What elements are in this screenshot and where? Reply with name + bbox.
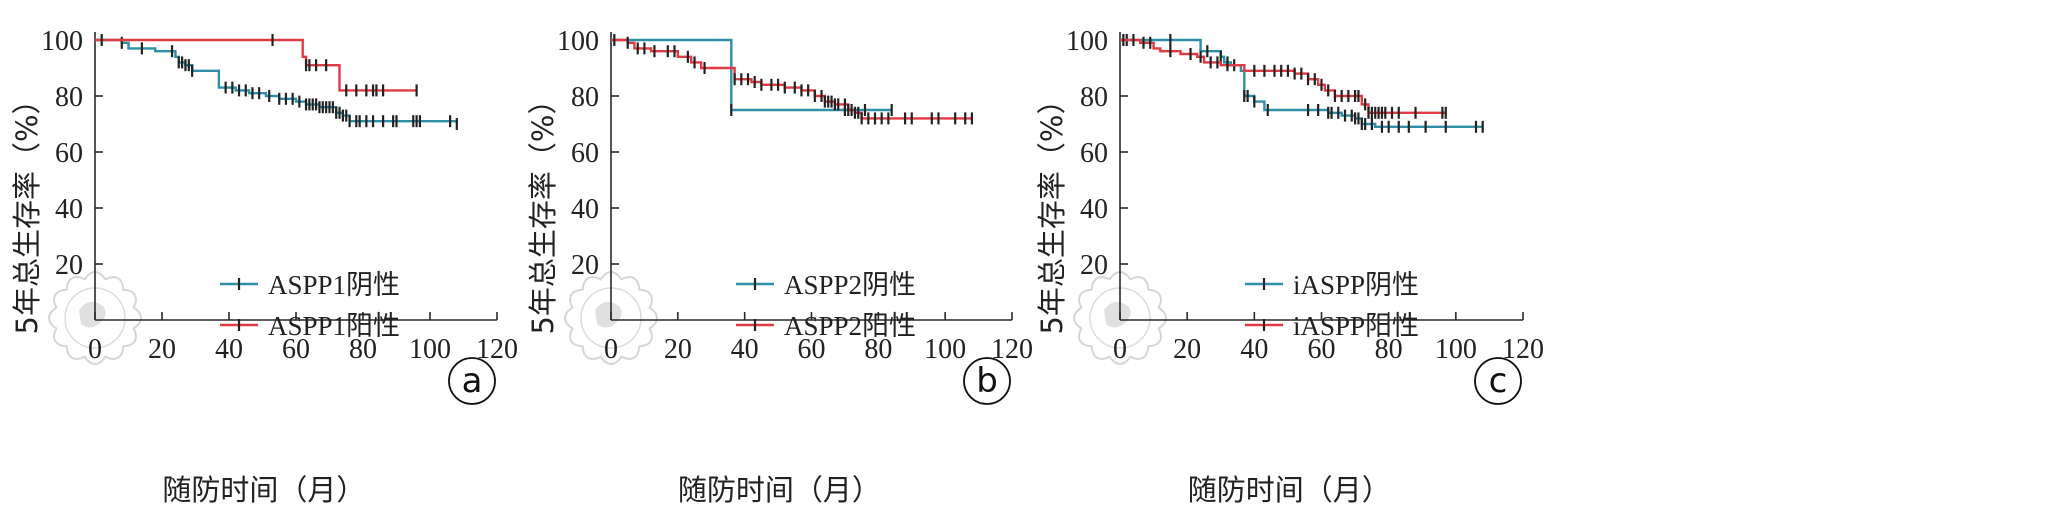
legend-label-1: ASPP2阴性	[784, 270, 916, 300]
x-tick-label: 60	[1308, 334, 1336, 365]
survival-curve-2	[611, 38, 972, 120]
x-tick-label: 20	[664, 334, 692, 365]
chart-panel-c: 0 20 40 60 80 100 12020406080100随防时间（月）5年总生存率（…	[1035, 26, 1544, 507]
panel-label: b	[976, 361, 998, 401]
y-tick-label: 60	[55, 138, 83, 169]
seal-outline	[47, 270, 143, 366]
seal-outline	[563, 270, 659, 366]
seal-emblem	[595, 301, 622, 328]
panel-label-circle	[963, 357, 1011, 405]
y-tick-label: 20	[1080, 250, 1108, 281]
survival-curve-1	[95, 38, 458, 124]
watermark-seal	[47, 270, 143, 366]
x-tick-label: 40	[215, 334, 243, 365]
y-tick-label: 100	[557, 26, 599, 57]
panel-label-circle	[1474, 357, 1522, 405]
x-tick-label: 20	[1173, 334, 1201, 365]
seal-emblem	[1104, 301, 1131, 328]
x-tick-label: 40	[731, 334, 759, 365]
x-tick-label: 80	[1375, 334, 1403, 365]
x-tick-label: 60	[282, 334, 310, 365]
chart-panel-b: 0 20 40 60 80 100 12020406080100随防时间（月）5年总生存率（…	[526, 26, 1033, 507]
x-tick-label: 20	[148, 334, 176, 365]
y-axis-title: 5年总生存率（%）	[1035, 85, 1069, 334]
y-tick-label: 60	[1080, 138, 1108, 169]
panel-label: c	[1489, 361, 1508, 401]
y-tick-label: 60	[571, 138, 599, 169]
x-axis-title: 随防时间（月）	[1188, 473, 1391, 507]
x-tick-label: 80	[864, 334, 892, 365]
x-tick-label: 40	[1240, 334, 1268, 365]
panel-label-circle	[448, 357, 496, 405]
y-tick-label: 20	[571, 250, 599, 281]
x-tick-label: 100	[924, 334, 966, 365]
y-tick-label: 40	[571, 194, 599, 225]
x-tick-label: 80	[349, 334, 377, 365]
survival-curve-2	[1120, 38, 1446, 114]
chart-panel-a: 0 20 40 60 80 100 12020406080100随防时间（月）5年总生存率（…	[10, 26, 518, 507]
legend-label-1: ASPP1阴性	[268, 270, 400, 300]
x-tick-label: 0	[604, 334, 618, 365]
y-tick-label: 40	[1080, 194, 1108, 225]
y-axis-title: 5年总生存率（%）	[526, 85, 560, 334]
y-tick-label: 80	[1080, 82, 1108, 113]
panel-label: a	[462, 361, 483, 401]
x-axis-title: 随防时间（月）	[162, 473, 365, 507]
legend-label-2: ASPP1阳性	[268, 311, 400, 341]
seal-emblem	[79, 301, 106, 328]
y-tick-label: 80	[55, 82, 83, 113]
seal-outline	[1072, 270, 1168, 366]
y-tick-label: 20	[55, 250, 83, 281]
legend-label-1: iASPP阴性	[1293, 270, 1419, 300]
x-tick-label: 0	[1113, 334, 1127, 365]
y-tick-label: 80	[571, 82, 599, 113]
y-axis-title: 5年总生存率（%）	[10, 85, 44, 334]
y-tick-label: 100	[1066, 26, 1108, 57]
x-tick-label: 60	[798, 334, 826, 365]
x-tick-label: 0	[88, 334, 102, 365]
survival-curve-1	[611, 38, 892, 112]
legend-label-2: ASPP2阳性	[784, 311, 916, 341]
x-tick-label: 100	[409, 334, 451, 365]
legend-label-2: iASPP阳性	[1293, 311, 1419, 341]
watermark-seal	[563, 270, 659, 366]
y-tick-label: 40	[55, 194, 83, 225]
y-tick-label: 100	[41, 26, 83, 57]
x-tick-label: 100	[1435, 334, 1477, 365]
x-axis-title: 随防时间（月）	[678, 473, 881, 507]
